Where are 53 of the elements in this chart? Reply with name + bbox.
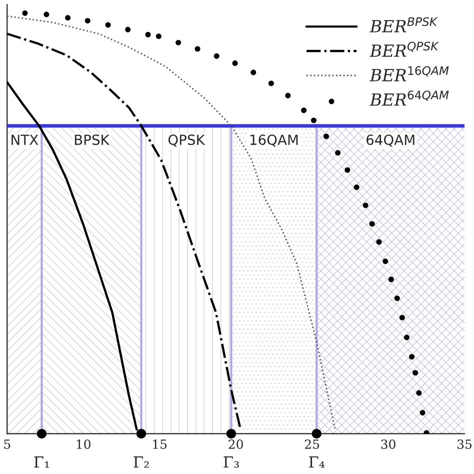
legend-label: BER$^{QPSK}$ bbox=[370, 42, 440, 57]
point bbox=[145, 32, 151, 38]
point bbox=[382, 258, 388, 264]
ref-line-label: Γ₁ bbox=[34, 456, 49, 468]
x-tick-label: 25 bbox=[304, 439, 320, 449]
band-label: QPSK bbox=[168, 134, 206, 147]
point bbox=[369, 221, 375, 227]
point bbox=[416, 390, 422, 396]
ref-line-label: Γ₄ bbox=[309, 456, 325, 468]
point bbox=[194, 46, 200, 52]
point bbox=[412, 370, 418, 376]
band-label: 64QAM bbox=[366, 134, 414, 147]
point bbox=[214, 53, 220, 59]
point bbox=[105, 22, 111, 28]
point bbox=[156, 34, 162, 40]
x-tick-label: 10 bbox=[76, 439, 90, 449]
x-tick-label: 20 bbox=[228, 439, 243, 449]
point bbox=[399, 314, 405, 320]
point bbox=[335, 150, 341, 156]
point bbox=[388, 276, 394, 282]
point bbox=[268, 80, 274, 86]
point bbox=[176, 40, 182, 46]
point bbox=[394, 296, 400, 302]
x-tick-label: 15 bbox=[153, 439, 167, 449]
point bbox=[404, 334, 410, 340]
point bbox=[250, 70, 256, 76]
point bbox=[285, 92, 291, 98]
point bbox=[301, 108, 307, 114]
point bbox=[362, 202, 368, 208]
point bbox=[323, 134, 330, 140]
legend-label: BER$^{64QAM}$ bbox=[370, 90, 449, 106]
ref-line-label: Γ₃ bbox=[224, 456, 239, 468]
legend-label: BER$^{16QAM}$ bbox=[370, 66, 449, 82]
point bbox=[84, 18, 90, 24]
point bbox=[310, 118, 317, 124]
point bbox=[65, 15, 71, 21]
point bbox=[125, 26, 131, 32]
point bbox=[376, 239, 382, 245]
point bbox=[344, 167, 350, 173]
point bbox=[354, 184, 360, 190]
point bbox=[44, 12, 50, 18]
ref-line-label: Γ₂ bbox=[134, 456, 149, 468]
x-tick-label: 30 bbox=[381, 439, 396, 449]
legend-label: BER$^{BPSK}$ bbox=[370, 17, 438, 32]
x-tick-label: 5 bbox=[4, 440, 10, 449]
point bbox=[408, 354, 415, 360]
point bbox=[420, 410, 426, 416]
band-label: BPSK bbox=[74, 134, 110, 146]
point bbox=[22, 10, 28, 16]
x-tick-label: 35 bbox=[458, 439, 472, 449]
band-label: NTX bbox=[12, 134, 38, 145]
point bbox=[232, 60, 238, 66]
band-label: 16QAM bbox=[250, 134, 298, 147]
